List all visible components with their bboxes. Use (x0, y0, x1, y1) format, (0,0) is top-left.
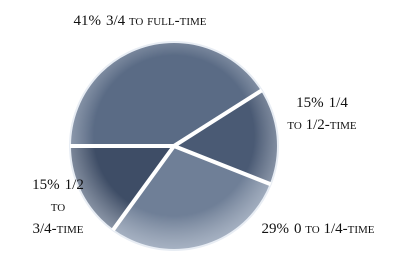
category-label: 3/4 to full-time (106, 13, 207, 29)
value-label: 29% (261, 221, 289, 237)
category-label: 0 to 1/4-time (294, 221, 375, 237)
slice-label: 15% 1/4 to 1/2-time (287, 95, 357, 133)
category-label: to (51, 199, 66, 215)
chart: 41% 3/4 to full-time 15% 1/4 to 1/2-time 29% 0… (0, 0, 400, 254)
slice-label: 41% 3/4 to full-time (73, 13, 206, 29)
page: {"chart_data": {"type": "pie", "categori… (0, 0, 400, 254)
category-label: 1/2 (65, 177, 84, 193)
value-label: 15% (32, 177, 60, 193)
slice-label: 29% 0 to 1/4-time (261, 221, 374, 237)
slice-label: 15% 1/2 to 3/4-time (32, 177, 84, 237)
category-label: 3/4-time (32, 221, 83, 237)
value-label: 41% (73, 13, 101, 29)
value-label: 15% (296, 95, 324, 111)
category-label: 1/4 (329, 95, 349, 111)
category-label: to 1/2-time (287, 117, 357, 133)
